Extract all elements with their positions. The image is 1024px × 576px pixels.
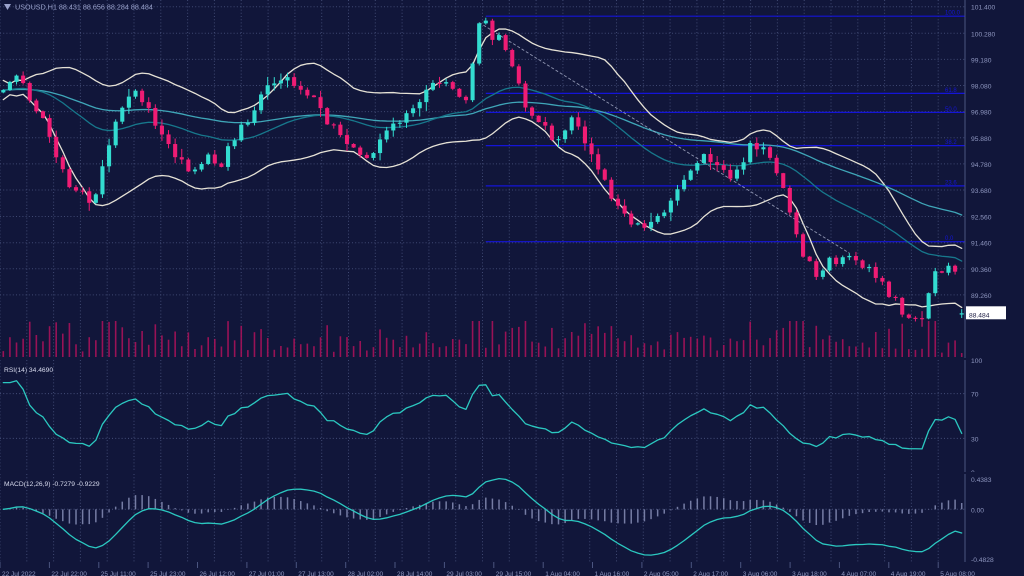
svg-text:29 Jul 03:00: 29 Jul 03:00 bbox=[446, 571, 482, 576]
svg-text:1 Aug 04:00: 1 Aug 04:00 bbox=[545, 571, 580, 576]
svg-text:28 Jul 02:00: 28 Jul 02:00 bbox=[348, 571, 384, 576]
svg-text:38.2: 38.2 bbox=[945, 140, 957, 146]
svg-text:91.460: 91.460 bbox=[971, 241, 992, 248]
svg-text:22 Jul 22:00: 22 Jul 22:00 bbox=[51, 571, 87, 576]
svg-text:29 Jul 15:00: 29 Jul 15:00 bbox=[496, 571, 532, 576]
svg-text:4 Aug 07:00: 4 Aug 07:00 bbox=[841, 571, 876, 576]
svg-text:RSI(14) 34.4690: RSI(14) 34.4690 bbox=[4, 367, 53, 374]
svg-text:1 Aug 16:00: 1 Aug 16:00 bbox=[595, 571, 630, 576]
svg-text:93.680: 93.680 bbox=[971, 188, 992, 195]
svg-text:22 Jul 2022: 22 Jul 2022 bbox=[2, 571, 36, 576]
svg-text:25 Jul 23:00: 25 Jul 23:00 bbox=[150, 571, 186, 576]
svg-text:4 Aug 19:00: 4 Aug 19:00 bbox=[891, 571, 926, 576]
svg-text:96.980: 96.980 bbox=[971, 110, 992, 117]
svg-text:89.260: 89.260 bbox=[971, 293, 992, 300]
svg-text:2 Aug 17:00: 2 Aug 17:00 bbox=[693, 571, 728, 576]
svg-text:98.080: 98.080 bbox=[971, 84, 992, 91]
svg-text:2 Aug 05:00: 2 Aug 05:00 bbox=[644, 571, 679, 576]
svg-text:100.0: 100.0 bbox=[945, 11, 961, 17]
svg-text:100: 100 bbox=[971, 358, 982, 365]
svg-text:61.8: 61.8 bbox=[945, 88, 957, 94]
svg-text:0.00: 0.00 bbox=[971, 507, 984, 514]
svg-text:3 Aug 18:00: 3 Aug 18:00 bbox=[792, 571, 827, 576]
svg-text:99.180: 99.180 bbox=[971, 57, 992, 64]
svg-text:95.880: 95.880 bbox=[971, 136, 992, 143]
svg-text:23.6: 23.6 bbox=[945, 180, 957, 186]
svg-text:3 Aug 06:00: 3 Aug 06:00 bbox=[743, 571, 778, 576]
svg-text:90.360: 90.360 bbox=[971, 267, 992, 274]
svg-text:5 Aug 08:00: 5 Aug 08:00 bbox=[940, 571, 975, 576]
svg-text:30: 30 bbox=[971, 436, 979, 443]
svg-text:25 Jul 11:00: 25 Jul 11:00 bbox=[101, 571, 136, 576]
svg-text:USOUSD,H1 88.431 88.656 88.28: USOUSD,H1 88.431 88.656 88.284 88.484 bbox=[15, 3, 153, 12]
svg-text:26 Jul 12:00: 26 Jul 12:00 bbox=[200, 571, 236, 576]
svg-text:100.280: 100.280 bbox=[971, 31, 995, 38]
svg-text:88.484: 88.484 bbox=[969, 312, 990, 319]
svg-text:92.560: 92.560 bbox=[971, 215, 992, 222]
svg-text:94.780: 94.780 bbox=[971, 162, 992, 169]
svg-text:70: 70 bbox=[971, 392, 979, 399]
svg-text:28 Jul 14:00: 28 Jul 14:00 bbox=[397, 571, 433, 576]
svg-text:27 Jul 13:00: 27 Jul 13:00 bbox=[298, 571, 334, 576]
svg-text:0.4383: 0.4383 bbox=[971, 477, 992, 484]
svg-text:27 Jul 01:00: 27 Jul 01:00 bbox=[249, 571, 285, 576]
svg-text:0.0: 0.0 bbox=[945, 236, 954, 242]
svg-text:101.400: 101.400 bbox=[971, 5, 995, 12]
svg-text:50.0: 50.0 bbox=[945, 107, 957, 113]
svg-text:MACD(12,26,9) -0.7279 -0.9229: MACD(12,26,9) -0.7279 -0.9229 bbox=[4, 481, 100, 488]
